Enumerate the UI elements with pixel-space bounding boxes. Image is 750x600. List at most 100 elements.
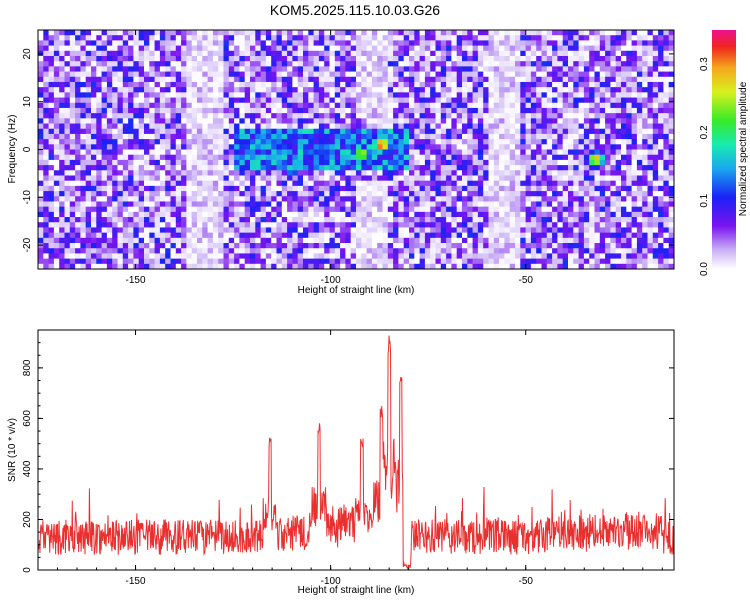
heatmap-cell <box>477 144 484 150</box>
heatmap-cell <box>557 170 564 176</box>
heatmap-cell <box>424 211 431 218</box>
heatmap-cell <box>562 97 569 104</box>
heatmap-cell <box>356 185 362 192</box>
heatmap-cell <box>112 227 118 234</box>
heatmap-cell <box>483 87 489 93</box>
heatmap-cell <box>181 248 187 254</box>
heatmap-cell <box>297 165 304 171</box>
heatmap-cell <box>260 196 267 202</box>
heatmap-cell <box>234 243 240 249</box>
heatmap-cell <box>181 102 187 109</box>
heatmap-cell <box>515 107 521 114</box>
heatmap-cell <box>48 87 55 93</box>
heatmap-cell <box>244 196 251 202</box>
heatmap-cell <box>499 128 505 135</box>
heatmap-cell <box>234 139 240 145</box>
heatmap-cell <box>117 258 124 265</box>
heatmap-cell <box>483 154 489 161</box>
heatmap-cell <box>186 149 193 156</box>
heatmap-cell <box>281 165 288 171</box>
heatmap-cell <box>530 123 537 130</box>
heatmap-cell <box>144 154 150 161</box>
heatmap-cell <box>573 133 579 140</box>
heatmap-cell <box>186 211 193 218</box>
heatmap-cell <box>117 222 124 228</box>
heatmap-cell <box>552 133 558 140</box>
heatmap-cell <box>562 154 569 161</box>
heatmap-cell <box>371 185 378 192</box>
heatmap-cell <box>398 35 405 41</box>
heatmap-cell <box>356 243 362 249</box>
heatmap-cell <box>345 237 352 244</box>
heatmap-cell <box>255 35 261 41</box>
heatmap-cell <box>207 50 214 57</box>
heatmap-cell <box>424 50 431 57</box>
heatmap-cell <box>250 87 256 93</box>
heatmap-cell <box>610 149 617 156</box>
heatmap-cell <box>382 175 389 182</box>
heatmap-cell <box>610 139 617 145</box>
heatmap-cell <box>594 30 601 36</box>
heatmap-cell <box>191 149 198 156</box>
heatmap-cell <box>64 237 71 244</box>
heatmap-cell <box>456 144 463 150</box>
heatmap-cell <box>260 227 267 234</box>
heatmap-cell <box>117 227 124 234</box>
heatmap-cell <box>80 30 87 36</box>
heatmap-cell <box>202 154 208 161</box>
heatmap-cell <box>38 118 44 124</box>
heatmap-cell <box>154 165 161 171</box>
heatmap-cell <box>303 154 309 161</box>
heatmap-cell <box>435 113 442 119</box>
heatmap-cell <box>53 258 60 265</box>
heatmap-cell <box>345 243 352 249</box>
heatmap-cell <box>202 165 208 171</box>
heatmap-cell <box>552 81 558 88</box>
heatmap-cell <box>101 253 108 260</box>
heatmap-cell <box>165 123 171 130</box>
heatmap-cell <box>371 107 378 114</box>
heatmap-cell <box>472 170 479 176</box>
heatmap-cell <box>202 180 208 187</box>
heatmap-cell <box>562 128 569 135</box>
heatmap-cell <box>43 232 49 239</box>
heatmap-cell <box>69 196 76 202</box>
heatmap-cell <box>414 196 420 202</box>
heatmap-cell <box>536 76 542 83</box>
heatmap-cell <box>159 139 166 145</box>
heatmap-cell <box>356 253 362 260</box>
heatmap-cell <box>281 180 288 187</box>
heatmap-cell <box>228 170 235 176</box>
heatmap-cell <box>493 102 500 109</box>
heatmap-cell <box>101 113 108 119</box>
heatmap-cell <box>451 154 458 161</box>
heatmap-cell <box>202 92 208 98</box>
heatmap-cell <box>297 30 304 36</box>
heatmap-cell <box>96 107 102 114</box>
heatmap-cell <box>159 35 166 41</box>
heatmap-cell <box>64 128 71 135</box>
heatmap-cell <box>430 175 436 182</box>
heatmap-cell <box>313 222 320 228</box>
heatmap-cell <box>552 123 558 130</box>
heatmap-cell <box>170 237 177 244</box>
heatmap-cell <box>578 76 585 83</box>
heatmap-cell <box>594 133 601 140</box>
heatmap-cell <box>64 154 71 161</box>
heatmap-cell <box>419 159 426 166</box>
heatmap-cell <box>159 243 166 249</box>
heatmap-cell <box>578 71 585 78</box>
heatmap-cell <box>165 185 171 192</box>
heatmap-cell <box>446 30 452 36</box>
heatmap-cell <box>281 227 288 234</box>
heatmap-cell <box>154 185 161 192</box>
heatmap-cell <box>377 50 383 57</box>
heatmap-cell <box>276 55 283 62</box>
heatmap-cell <box>112 258 118 265</box>
heatmap-cell <box>488 113 495 119</box>
heatmap-cell <box>38 92 44 98</box>
heatmap-cell <box>128 211 134 218</box>
heatmap-cell <box>541 211 548 218</box>
heatmap-cell <box>520 118 526 124</box>
heatmap-cell <box>292 170 299 176</box>
